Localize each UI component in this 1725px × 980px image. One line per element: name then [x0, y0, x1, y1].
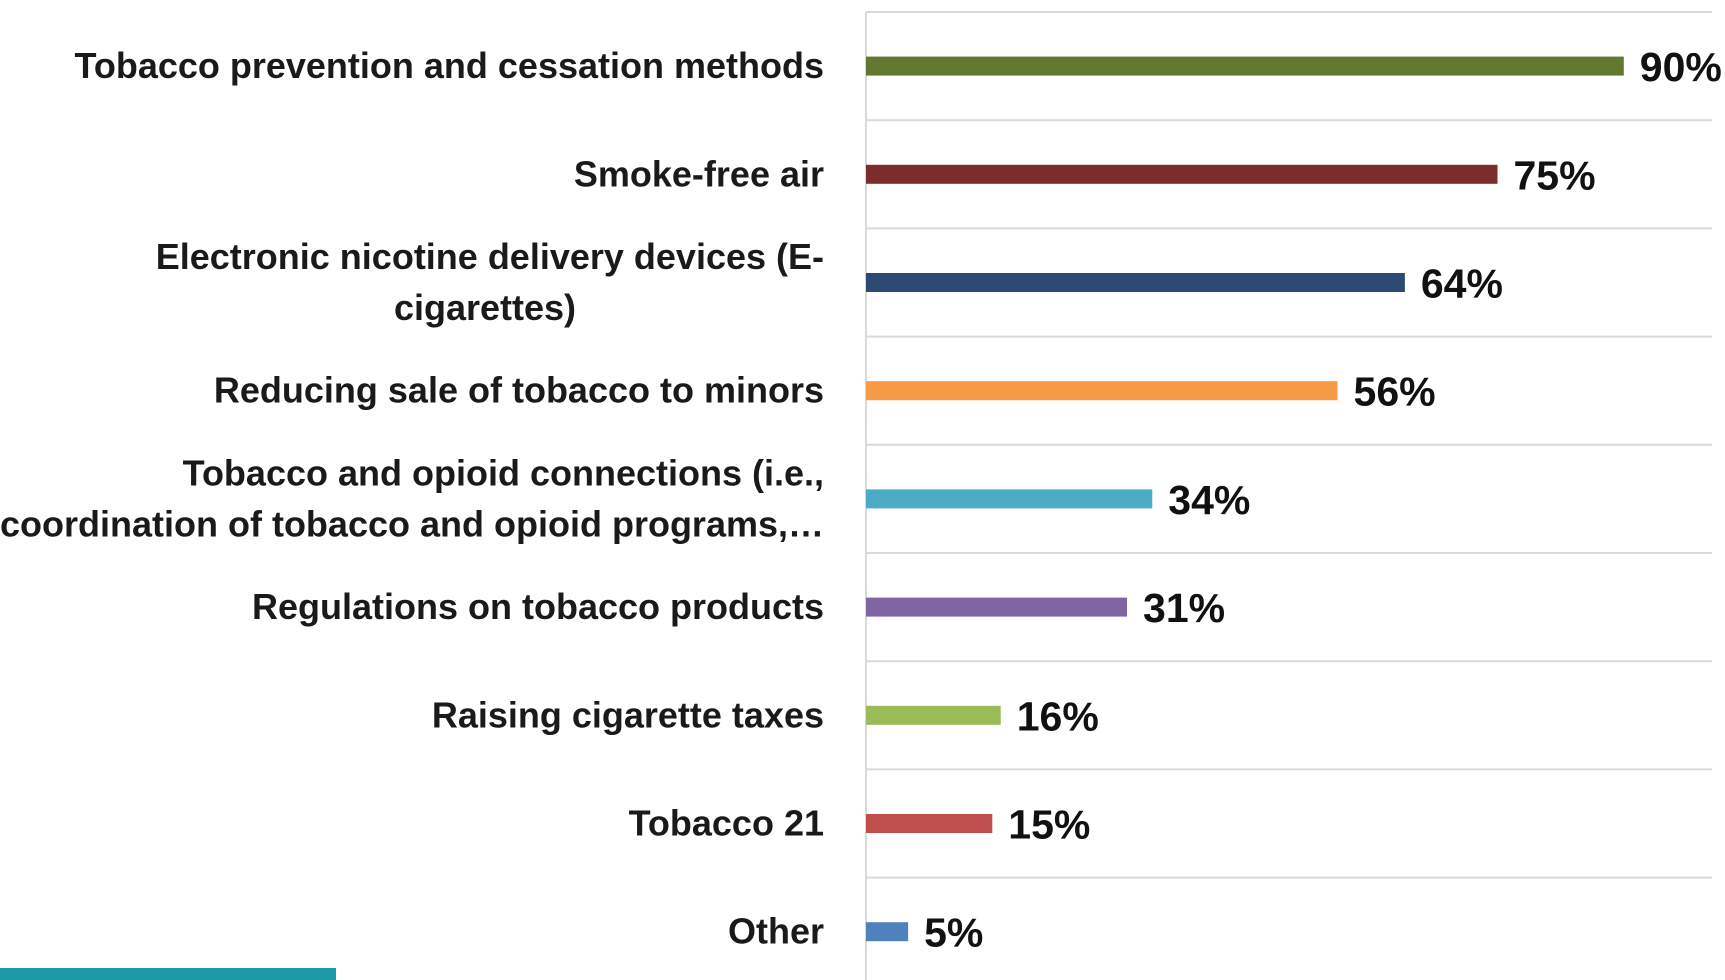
- category-label: Other: [728, 911, 824, 952]
- category-label: Tobacco and opioid connections (i.e.,: [183, 452, 824, 493]
- data-label: 34%: [1168, 477, 1250, 523]
- bar: [866, 814, 993, 833]
- category-label: Reducing sale of tobacco to minors: [214, 370, 824, 411]
- category-label: Regulations on tobacco products: [252, 586, 824, 627]
- bar: [866, 922, 909, 942]
- data-label: 31%: [1143, 585, 1225, 631]
- category-label: Raising cigarette taxes: [432, 694, 824, 735]
- bar: [866, 381, 1338, 401]
- data-label: 16%: [1017, 693, 1099, 739]
- data-label: 15%: [1008, 802, 1090, 848]
- bar: [866, 597, 1128, 617]
- category-label: coordination of tobacco and opioid progr…: [0, 503, 824, 544]
- category-label: cigarettes): [394, 287, 576, 328]
- category-label: Smoke-free air: [574, 153, 824, 194]
- organization-logo-fragment: [0, 968, 336, 980]
- bar: [866, 489, 1153, 509]
- bar: [866, 164, 1498, 184]
- data-label: 75%: [1514, 152, 1596, 198]
- bar: [866, 705, 1001, 725]
- data-label: 5%: [924, 910, 983, 956]
- bar: [866, 56, 1624, 76]
- category-label: Electronic nicotine delivery devices (E-: [156, 236, 824, 277]
- data-label: 90%: [1640, 44, 1722, 90]
- category-label: Tobacco 21: [629, 803, 824, 844]
- data-label: 56%: [1354, 369, 1436, 415]
- logo-band: [0, 968, 336, 980]
- data-label: 64%: [1421, 261, 1503, 307]
- category-label: Tobacco prevention and cessation methods: [75, 45, 824, 86]
- bar: [866, 273, 1405, 292]
